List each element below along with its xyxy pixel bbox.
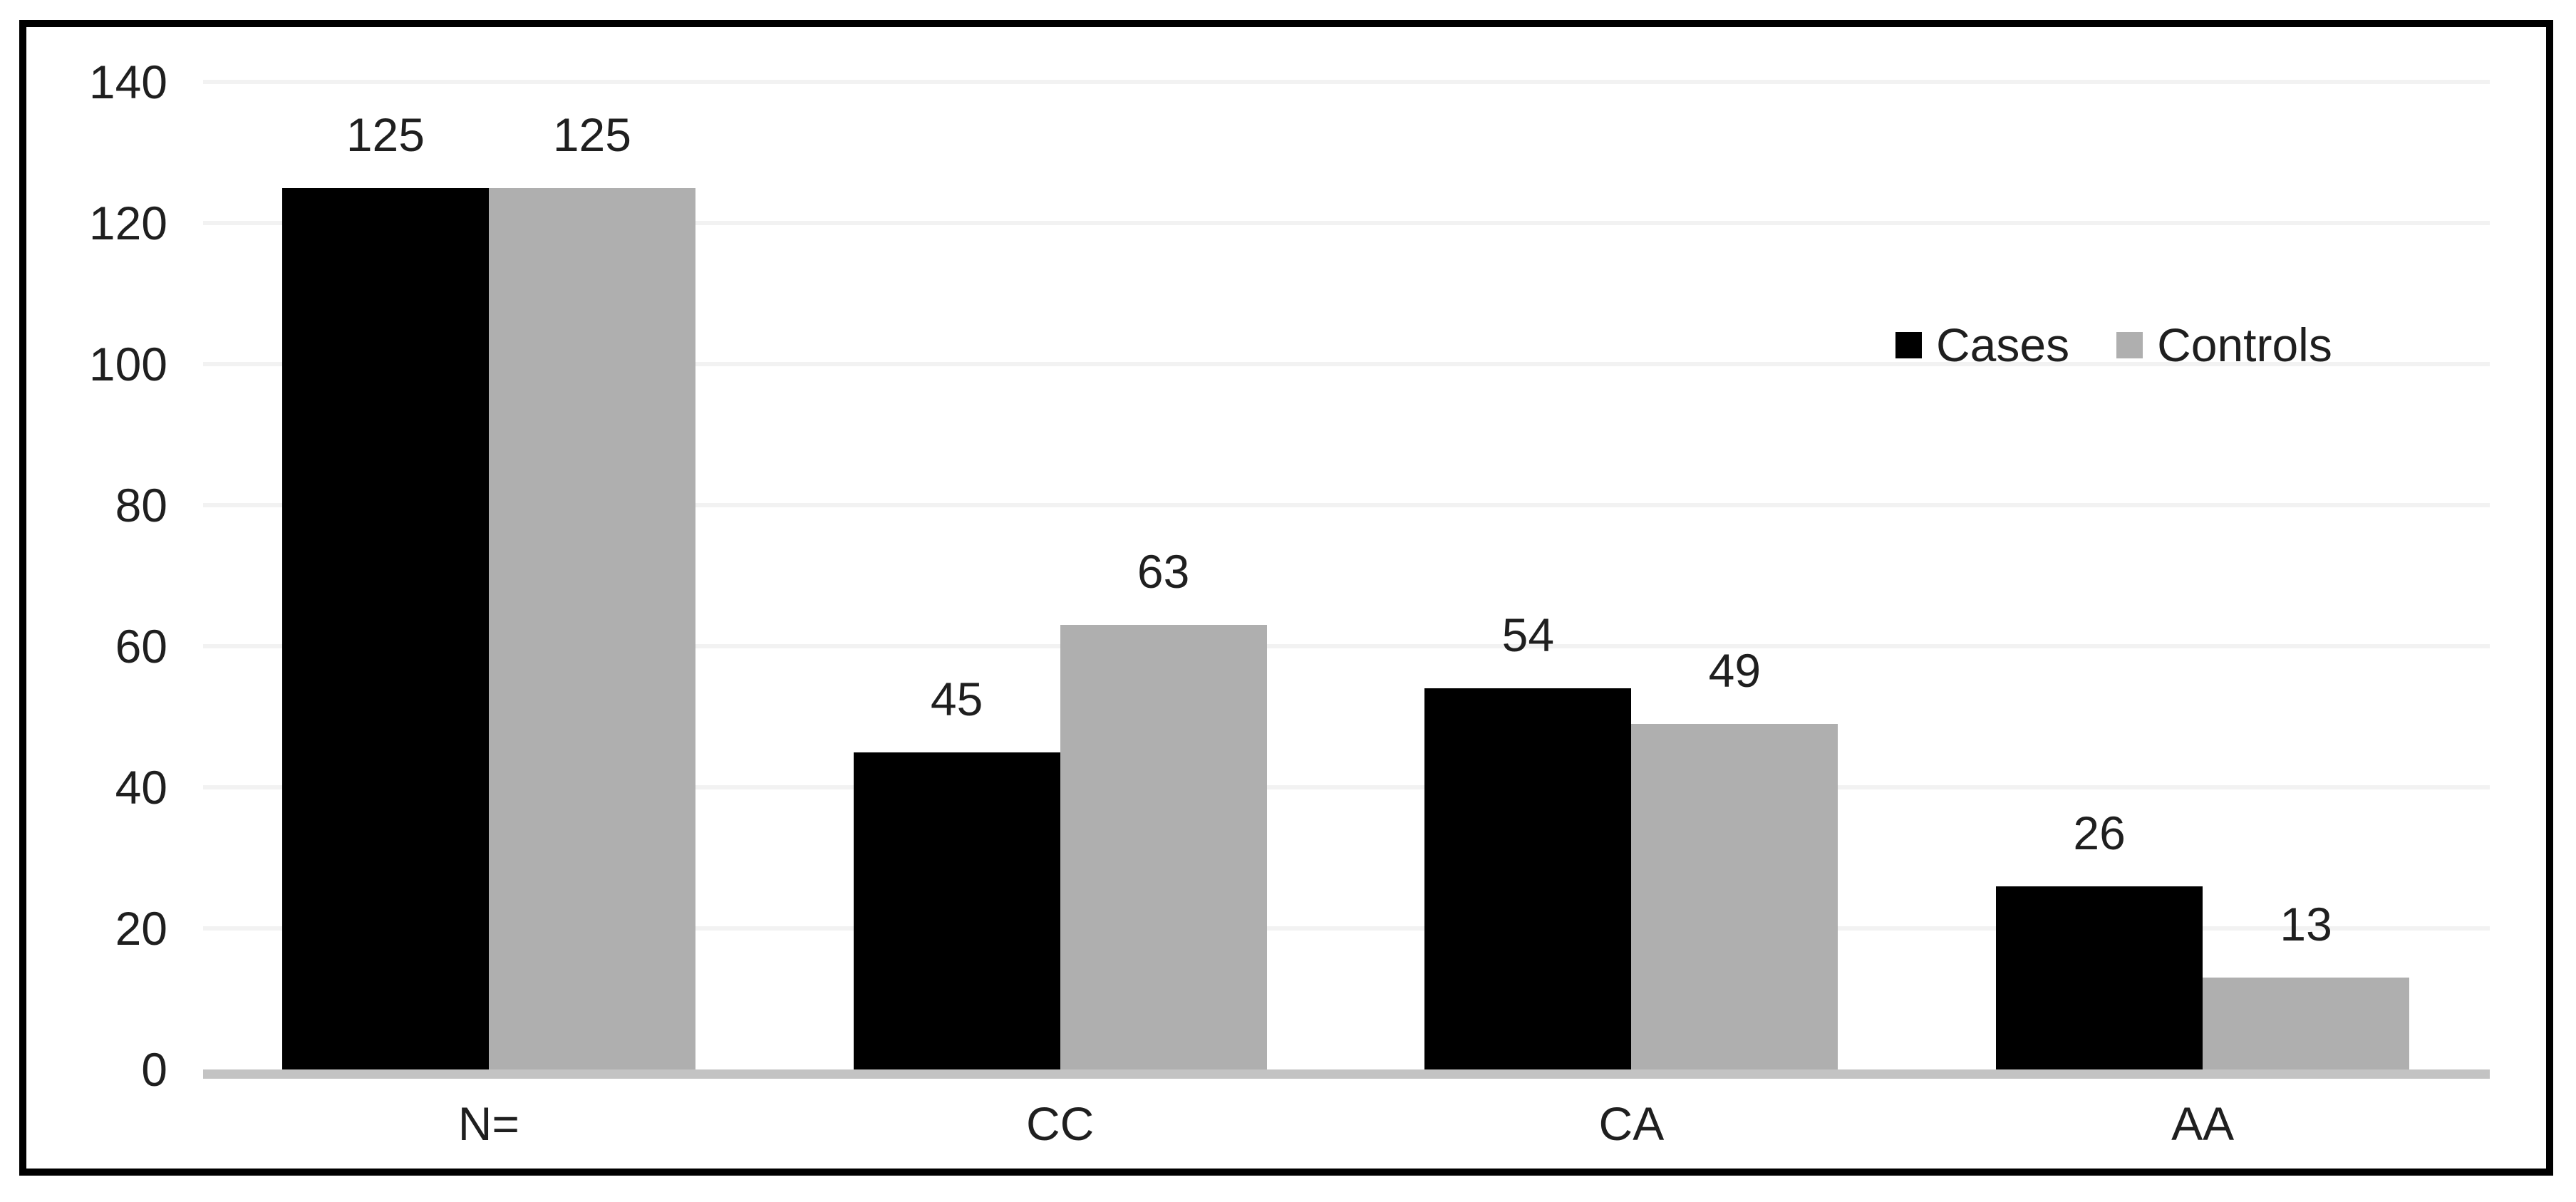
gridline <box>203 80 2490 84</box>
legend-item-controls: Controls <box>2116 318 2332 371</box>
bar-value-label: 13 <box>2280 898 2332 951</box>
bar-value-label: 63 <box>1137 545 1190 599</box>
bar-value-label: 125 <box>346 108 425 161</box>
x-axis-category-label: AA <box>2171 1097 2235 1150</box>
gridline <box>203 362 2490 366</box>
gridline <box>203 644 2490 648</box>
bar-controls-n <box>488 187 695 1069</box>
x-axis-category-label: CC <box>1025 1097 1095 1150</box>
y-axis-tick-label: 100 <box>88 338 167 390</box>
bar-cases-n <box>281 187 489 1069</box>
bar-value-label: 45 <box>930 672 983 725</box>
legend-label-controls: Controls <box>2157 318 2332 371</box>
legend-label-cases: Cases <box>1936 318 2070 371</box>
y-axis-tick-label: 120 <box>88 197 167 249</box>
y-axis-tick-label: 20 <box>115 902 167 955</box>
bar-value-label: 125 <box>552 108 631 161</box>
bar-controls-cc <box>1060 625 1267 1069</box>
y-axis-tick-label: 140 <box>88 56 167 108</box>
gridline <box>203 221 2490 225</box>
gridline <box>203 503 2490 507</box>
legend-swatch-cases-icon <box>1895 331 1922 358</box>
bar-cases-aa <box>1996 886 2203 1069</box>
y-axis-tick-label: 40 <box>115 761 167 814</box>
bar-value-label: 26 <box>2073 806 2126 859</box>
legend-swatch-controls-icon <box>2116 331 2143 358</box>
legend: Cases Controls <box>1895 318 2332 371</box>
gridline <box>203 785 2490 789</box>
gridline <box>203 926 2490 931</box>
chart-frame: 0 20 40 60 80 100 120 140 125 125 45 63 54 49 26 13 N=… <box>19 20 2553 1176</box>
bar-value-label: 49 <box>1708 643 1762 697</box>
bar-controls-aa <box>2203 978 2410 1069</box>
y-axis-tick-label: 60 <box>115 620 167 673</box>
plot-area: 0 20 40 60 80 100 120 140 125 125 45 63 54 49 26 13 N=… <box>26 27 2546 1169</box>
bar-controls-ca <box>1631 723 1838 1069</box>
bar-value-label: 54 <box>1501 608 1555 662</box>
bar-cases-cc <box>853 752 1060 1069</box>
y-axis-tick-label: 0 <box>141 1043 167 1096</box>
x-axis-category-label: N= <box>457 1097 519 1150</box>
y-axis-tick-label: 80 <box>115 479 167 532</box>
x-axis-category-label: CA <box>1598 1097 1665 1150</box>
x-axis-baseline <box>203 1069 2490 1079</box>
legend-item-cases: Cases <box>1895 318 2069 371</box>
bar-cases-ca <box>1424 688 1632 1069</box>
